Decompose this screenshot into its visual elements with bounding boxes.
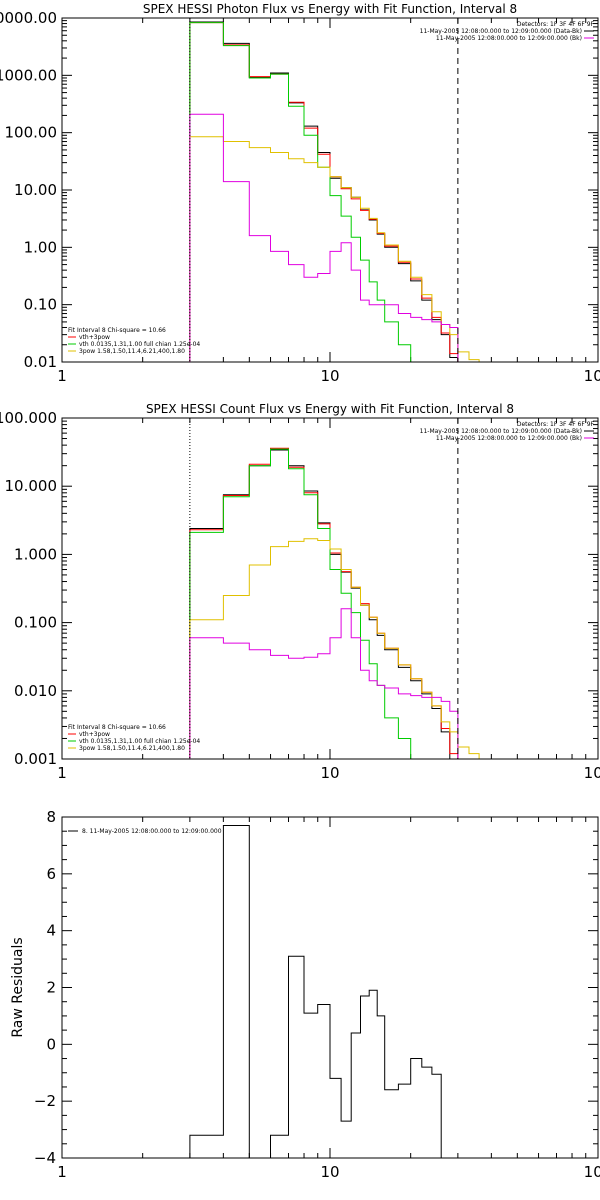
info-line: 11-May-2005 12:08:00.000 to 12:09:00.000…: [436, 435, 582, 442]
x-axis-ticks: [61, 817, 599, 1158]
fit-legend: Fit Interval 8 Chi-square = 10.66vth+3po…: [68, 327, 200, 355]
plot-frame: [61, 417, 599, 760]
x-tick-label: 10: [320, 1163, 339, 1181]
chart-panel-1: SPEX HESSI Photon Flux vs Energy with Fi…: [0, 2, 600, 385]
y-tick-label: 0: [46, 1035, 56, 1053]
x-axis-ticks: [61, 418, 599, 759]
info-line: 11-May-2005 12:08:00.000 to 12:09:00.000…: [420, 428, 582, 435]
fit-label: Fit Interval 8 Chi-square = 10.66: [68, 327, 166, 334]
x-tick-label: 1: [57, 367, 67, 385]
residual-legend: 8. 11-May-2005 12:08:00.000 to 12:09:00.…: [68, 828, 222, 835]
y-tick-label: 0.10: [24, 296, 57, 314]
series-line-1: [189, 825, 458, 1159]
legend-entry: vth+3pow: [79, 334, 110, 341]
x-tick-label: 10: [320, 367, 339, 385]
y-tick-label: 2: [46, 979, 56, 997]
chart-panel-3: 1 10 100 8 6 4 2 0 −2 −4 Raw Residuals 8. 11-May-20…: [10, 808, 600, 1181]
series-group: [189, 825, 458, 1159]
x-tick-label: 100: [584, 1163, 600, 1181]
series-line-2: [189, 22, 459, 362]
legend-entry: 3pow 1.58,1.50,11.4,6.21,400,1.80: [79, 745, 185, 752]
series-group: [189, 21, 492, 363]
info-line: 11-May-2005 12:08:00.000 to 12:09:00.000…: [420, 28, 582, 35]
y-tick-label: −2: [34, 1092, 56, 1110]
x-tick-label: 100: [584, 367, 600, 385]
y-axis-ticks: [62, 417, 598, 760]
legend-entry: 3pow 1.58,1.50,11.4,6.21,400,1.80: [79, 348, 185, 355]
y-tick-label: 4: [46, 922, 56, 940]
series-line-1: [189, 21, 459, 362]
y-tick-label: 8: [46, 808, 56, 826]
legend-entry: 8. 11-May-2005 12:08:00.000 to 12:09:00.…: [82, 828, 222, 835]
x-tick-label: 100: [584, 764, 600, 782]
info-line: 11-May-2005 12:08:00.000 to 12:09:00.000…: [436, 35, 582, 42]
series-group: [189, 447, 492, 760]
chart-title: SPEX HESSI Photon Flux vs Energy with Fi…: [143, 2, 517, 16]
plot-frame: [61, 816, 599, 1159]
x-tick-label: 1: [57, 1163, 67, 1181]
y-axis-label: Raw Residuals: [10, 937, 26, 1037]
y-axis-ticks: [62, 816, 598, 1159]
chart-panel-2: SPEX HESSI Count Flux vs Energy with Fit…: [0, 402, 600, 782]
legend-entry: vth 0.0135,1.31,1.00 full chian 1.25e-04: [79, 341, 200, 348]
y-tick-label: 0.010: [14, 682, 57, 700]
series-line-4: [189, 538, 492, 760]
fit-legend: Fit Interval 8 Chi-square = 10.66vth+3po…: [68, 724, 200, 752]
x-tick-label: 1: [57, 764, 67, 782]
series-line-5: [189, 113, 459, 362]
fit-label: Fit Interval 8 Chi-square = 10.66: [68, 724, 166, 731]
legend-entry: vth 0.0135,1.31,1.00 full chian 1.25e-04: [79, 738, 200, 745]
series-line-5: [189, 608, 459, 759]
x-tick-label: 10: [320, 764, 339, 782]
y-tick-label: 1.000: [14, 545, 57, 563]
y-tick-label: 10.00: [14, 181, 57, 199]
y-tick-label: 6: [46, 865, 56, 883]
info-line: Detectors: 1F 3F 4F 6F 9F: [517, 21, 595, 28]
y-tick-label: 0.01: [24, 353, 57, 371]
y-tick-label: 1000.00: [0, 66, 57, 84]
y-tick-label: 10.000: [5, 477, 58, 495]
y-tick-label: −4: [34, 1149, 56, 1167]
y-tick-label: 1.00: [24, 238, 57, 256]
chart-title: SPEX HESSI Count Flux vs Energy with Fit…: [146, 402, 514, 416]
plot-frame: [61, 17, 599, 363]
y-tick-label: 0.001: [14, 750, 57, 768]
y-tick-label: 100.00: [5, 124, 58, 142]
series-line-3: [189, 22, 412, 362]
info-line: Detectors: 1F 3F 4F 6F 9F: [517, 421, 595, 428]
legend-entry: vth+3pow: [79, 731, 110, 738]
y-tick-label: 100.000: [0, 409, 57, 427]
y-tick-label: 0.100: [14, 614, 57, 632]
